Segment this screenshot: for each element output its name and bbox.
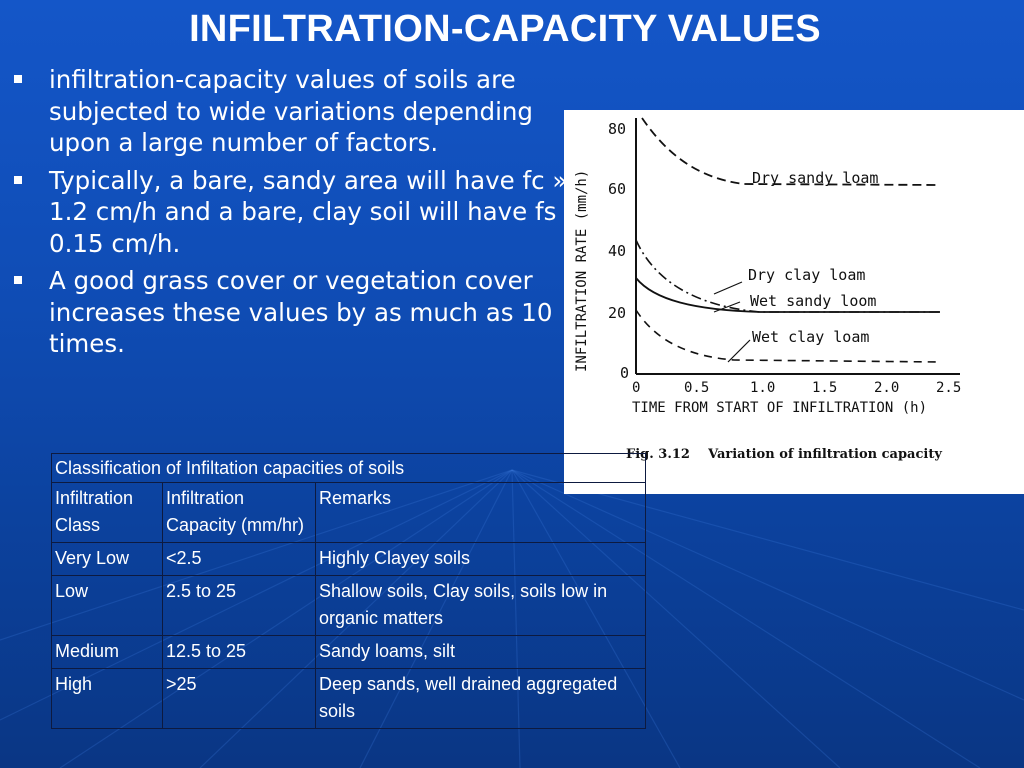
table-row: Medium 12.5 to 25 Sandy loams, silt (51, 635, 646, 669)
bullet-text: Typically, a bare, sandy area will have … (49, 165, 580, 258)
table-header-row: Infiltration Class Infiltration Capacity… (51, 482, 646, 543)
bullet-square-icon (14, 175, 22, 184)
figure-y-label: INFILTRATION RATE (mm/h) (574, 170, 590, 372)
bullet-item: Typically, a bare, sandy area will have … (14, 165, 589, 260)
table-cell: Medium (51, 635, 163, 669)
table-cell: Very Low (51, 542, 163, 576)
infiltration-classification-table: Classification of Infiltation capacities… (51, 453, 646, 729)
table-cell: High (51, 668, 163, 729)
table-cell: 2.5 to 25 (162, 575, 316, 636)
bullet-list: infiltration-capacity values of soils ar… (14, 64, 589, 366)
table-row: Low 2.5 to 25 Shallow soils, Clay soils,… (51, 575, 646, 636)
figure-x-tick: 0.5 (684, 380, 709, 396)
figure-x-tick: 1.0 (750, 380, 775, 396)
table-row: Very Low <2.5 Highly Clayey soils (51, 542, 646, 576)
leader-line (727, 339, 751, 363)
curve-label: Dry sandy loam (752, 169, 878, 187)
curve-wet-sandy-loam (635, 277, 940, 313)
figure-x-tick: 2.5 (936, 380, 961, 396)
table-cell: Sandy loams, silt (315, 635, 646, 669)
table-cell: Deep sands, well drained aggregated soil… (315, 668, 646, 729)
table-cell: 12.5 to 25 (162, 635, 316, 669)
leader-line (713, 301, 741, 313)
table-row: High >25 Deep sands, well drained aggreg… (51, 668, 646, 729)
bullet-square-icon (14, 276, 22, 284)
table-header-cell: Infiltration Capacity (mm/hr) (162, 482, 316, 543)
leader-line (713, 281, 743, 295)
table-cell: Highly Clayey soils (315, 542, 646, 576)
curve-label: Dry clay loam (748, 266, 865, 284)
table-header-cell: Infiltration Class (51, 482, 163, 543)
figure-y-tick: 0 (620, 364, 629, 382)
figure-y-tick: 80 (608, 120, 626, 138)
table-caption: Classification of Infiltation capacities… (51, 453, 646, 483)
curve-label: Wet clay loam (752, 328, 869, 346)
infiltration-figure: INFILTRATION RATE (mm/h) 80 60 40 20 0 0… (564, 110, 1024, 494)
table-header-cell: Remarks (315, 482, 646, 543)
figure-y-tick: 20 (608, 304, 626, 322)
curve-label: Wet sandy loom (750, 292, 876, 310)
figure-caption: Fig. 3.12 Variation of infiltration capa… (626, 447, 942, 462)
table-cell: Low (51, 575, 163, 636)
figure-x-tick: 1.5 (812, 380, 837, 396)
figure-x-tick: 0 (632, 380, 640, 396)
bullet-square-icon (14, 75, 22, 83)
bullet-text: infiltration-capacity values of soils ar… (49, 65, 533, 157)
figure-y-tick: 60 (608, 180, 626, 198)
figure-x-tick: 2.0 (874, 380, 899, 396)
table-cell: <2.5 (162, 542, 316, 576)
table-caption-row: Classification of Infiltation capacities… (51, 453, 646, 483)
table-cell: Shallow soils, Clay soils, soils low in … (315, 575, 646, 636)
curve-dry-sandy-loam (641, 117, 941, 186)
bullet-item: A good grass cover or vegetation cover i… (14, 265, 589, 360)
table-cell: >25 (162, 668, 316, 729)
page-title: INFILTRATION-CAPACITY VALUES (189, 8, 821, 50)
figure-y-tick: 40 (608, 242, 626, 260)
figure-x-label: TIME FROM START OF INFILTRATION (h) (632, 400, 927, 416)
bullet-text: A good grass cover or vegetation cover i… (49, 266, 553, 358)
bullet-item: infiltration-capacity values of soils ar… (14, 64, 589, 159)
